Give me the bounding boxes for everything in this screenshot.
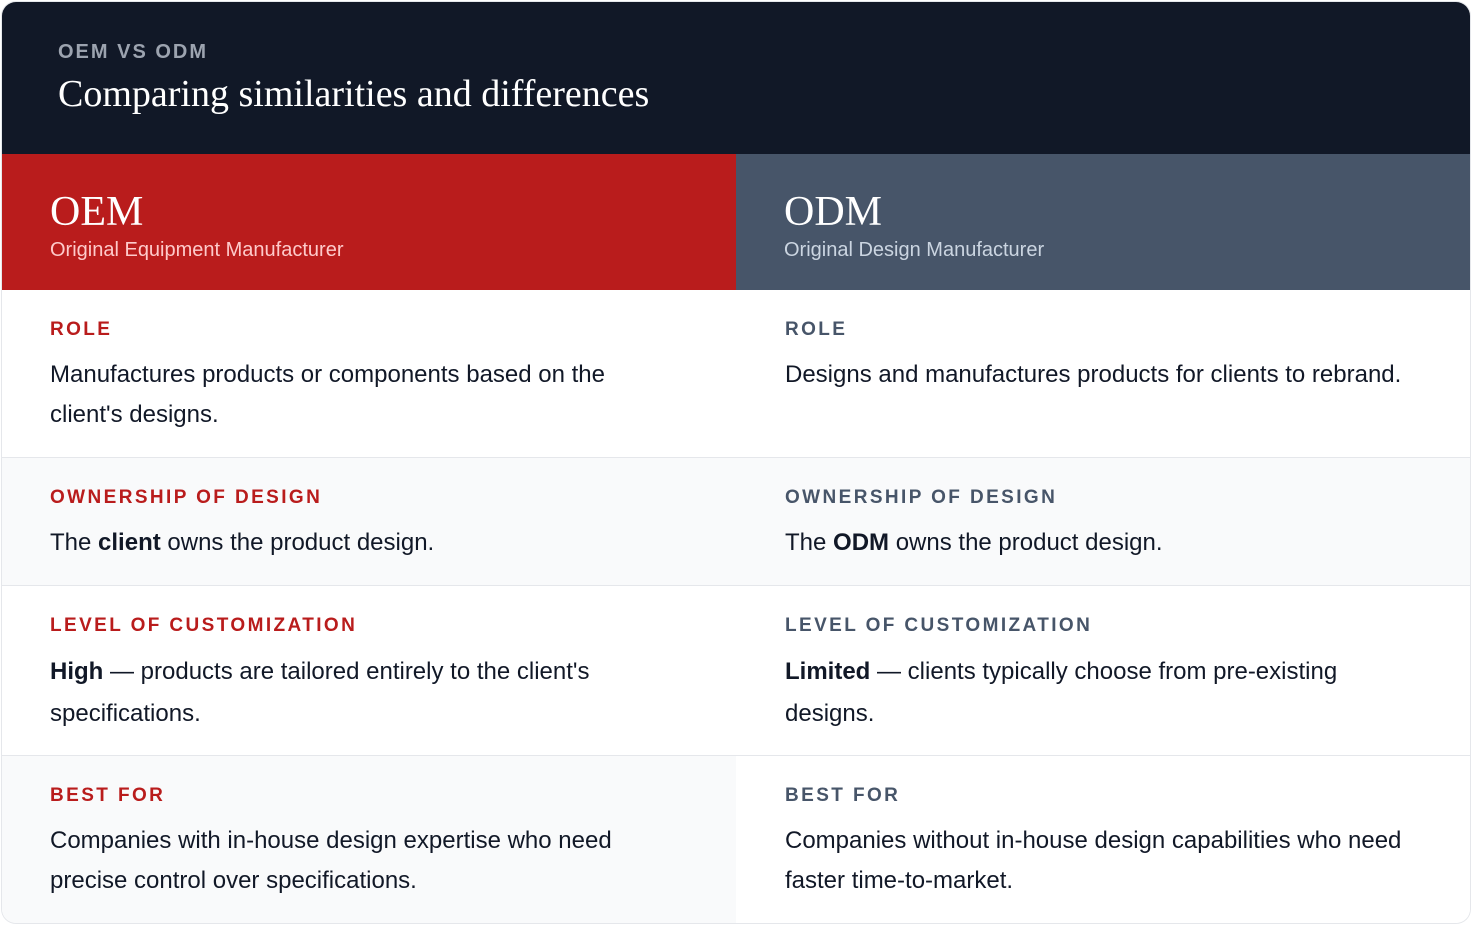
page-title: Comparing similarities and differences xyxy=(58,73,650,115)
odm-customization-cell: LEVEL OF CUSTOMIZATION Limited — clients… xyxy=(736,586,1470,756)
oem-customization-text: High — products are tailored entirely to… xyxy=(50,651,680,735)
eyebrow-label: OEM VS ODM xyxy=(58,41,209,63)
oem-bestfor-cell: BEST FOR Companies with in-house design … xyxy=(2,756,736,923)
oem-ownership-bold: client xyxy=(98,529,161,556)
odm-bestfor-cell: BEST FOR Companies without in-house desi… xyxy=(736,756,1470,923)
odm-customization-label: LEVEL OF CUSTOMIZATION xyxy=(785,615,1093,636)
oem-bestfor-text: Companies with in-house design expertise… xyxy=(50,827,612,894)
odm-role-label: ROLE xyxy=(785,319,848,340)
oem-role-text: Manufactures products or components base… xyxy=(50,361,605,428)
header-bar: OEM VS ODM Comparing similarities and di… xyxy=(2,2,1470,154)
oem-ownership-rest: owns the product design. xyxy=(160,529,435,556)
odm-ownership-cell: OWNERSHIP OF DESIGN The ODM owns the pro… xyxy=(736,458,1470,586)
oem-name: OEM xyxy=(50,189,144,235)
oem-role-label: ROLE xyxy=(50,319,113,340)
odm-customization-bold: Limited xyxy=(785,658,871,685)
oem-ownership-text: The client owns the product design. xyxy=(50,523,680,563)
odm-ownership-rest: owns the product design. xyxy=(889,529,1163,556)
odm-name: ODM xyxy=(784,189,883,235)
odm-column-header: ODM Original Design Manufacturer xyxy=(736,154,1470,290)
odm-role-cell: ROLE Designs and manufactures products f… xyxy=(736,290,1470,458)
odm-role-text: Designs and manufactures products for cl… xyxy=(785,361,1402,388)
oem-ownership-prefix: The xyxy=(50,529,99,556)
odm-ownership-prefix: The xyxy=(785,529,834,556)
oem-ownership-cell: OWNERSHIP OF DESIGN The client owns the … xyxy=(2,458,736,586)
comparison-grid: OEM Original Equipment Manufacturer ODM … xyxy=(2,154,1470,923)
odm-bestfor-label: BEST FOR xyxy=(785,785,901,806)
odm-customization-rest: — clients typically choose from pre-exis… xyxy=(785,658,1338,727)
odm-subtitle: Original Design Manufacturer xyxy=(784,239,1045,261)
odm-ownership-bold: ODM xyxy=(833,529,890,556)
odm-ownership-text: The ODM owns the product design. xyxy=(785,523,1414,563)
odm-customization-text: Limited — clients typically choose from … xyxy=(785,651,1414,735)
oem-ownership-label: OWNERSHIP OF DESIGN xyxy=(50,487,323,508)
odm-ownership-label: OWNERSHIP OF DESIGN xyxy=(785,487,1058,508)
oem-customization-cell: LEVEL OF CUSTOMIZATION High — products a… xyxy=(2,586,736,756)
oem-role-cell: ROLE Manufactures products or components… xyxy=(2,290,736,458)
oem-customization-bold: High xyxy=(50,658,104,685)
oem-column-header: OEM Original Equipment Manufacturer xyxy=(2,154,736,290)
oem-subtitle: Original Equipment Manufacturer xyxy=(50,239,344,261)
oem-bestfor-label: BEST FOR xyxy=(50,785,166,806)
oem-customization-rest: — products are tailored entirely to the … xyxy=(50,658,590,727)
oem-customization-label: LEVEL OF CUSTOMIZATION xyxy=(50,615,358,636)
odm-bestfor-text: Companies without in-house design capabi… xyxy=(785,827,1402,894)
